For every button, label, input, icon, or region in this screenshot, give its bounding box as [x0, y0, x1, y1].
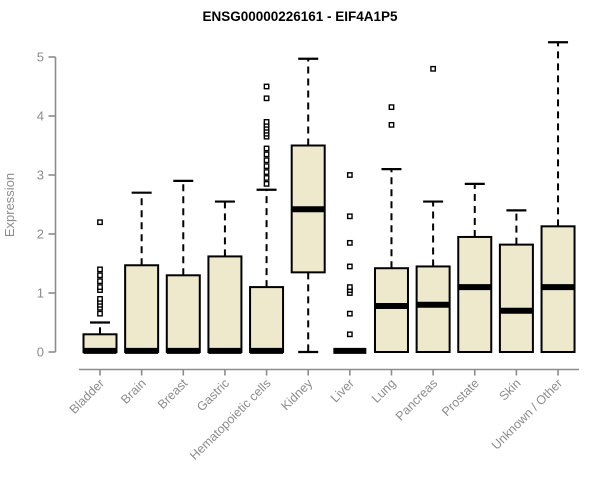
outlier-point: [97, 310, 103, 317]
outlier-point: [263, 157, 270, 164]
boxplot-box: [165, 274, 201, 353]
boxplot-box: [249, 286, 285, 354]
outlier-point: [97, 296, 103, 302]
y-tick-label: 2: [37, 227, 44, 242]
x-category-label: Skin: [496, 376, 523, 403]
y-tick-label: 5: [37, 50, 44, 65]
x-category-label: Pancreas: [393, 376, 440, 423]
x-category-label: Hematopoietic cells: [187, 376, 274, 463]
outlier-point: [263, 163, 270, 170]
x-category-label: Bladder: [67, 376, 107, 416]
chart-title: ENSG00000226161 - EIF4A1P5: [202, 9, 398, 24]
x-category-label: Kidney: [278, 376, 315, 413]
outlier-point: [263, 95, 270, 102]
outlier-point: [263, 175, 270, 181]
boxplot-box: [457, 235, 493, 353]
x-category-label: Unknown / Other: [489, 376, 565, 452]
x-category-label: Lung: [369, 376, 399, 406]
outlier-point: [97, 266, 103, 273]
x-category-label: Liver: [328, 376, 357, 405]
outlier-point: [97, 284, 103, 290]
outlier-point: [346, 263, 353, 270]
y-axis-label: Expression: [2, 173, 17, 237]
y-tick-label: 3: [37, 168, 44, 183]
outlier-point: [263, 118, 270, 125]
outlier-point: [346, 284, 353, 290]
boxplot-box: [415, 265, 451, 354]
x-category-label: Breast: [155, 376, 191, 412]
y-tick-label: 0: [37, 345, 44, 360]
x-category-label: Brain: [118, 376, 149, 407]
x-category-label: Gastric: [194, 376, 232, 414]
outlier-point: [430, 65, 437, 72]
outlier-point: [346, 331, 353, 338]
outlier-point: [263, 151, 270, 158]
x-category-label: Prostate: [439, 376, 482, 419]
outlier-point: [263, 83, 270, 90]
plot-area: 0 1 2 3 4 5 Bladder Brain Breast GastricHematopoi…: [37, 41, 579, 463]
outlier-point: [97, 278, 103, 285]
y-tick-label: 1: [37, 286, 44, 301]
boxplot-box: [498, 243, 534, 353]
outlier-point: [388, 121, 395, 128]
boxplot-box: [207, 255, 243, 354]
outlier-point: [346, 172, 353, 178]
outlier-point: [263, 145, 270, 152]
outlier-point: [346, 213, 353, 220]
outlier-point: [263, 180, 270, 187]
outlier-point: [346, 310, 353, 317]
outlier-point: [388, 104, 395, 111]
y-tick-label: 4: [37, 109, 44, 124]
outlier-point: [97, 272, 103, 279]
outlier-point: [263, 169, 270, 175]
outlier-point: [346, 239, 353, 246]
boxplot-box: [124, 264, 160, 353]
boxplot-box: [373, 267, 409, 353]
outlier-point: [97, 219, 103, 226]
